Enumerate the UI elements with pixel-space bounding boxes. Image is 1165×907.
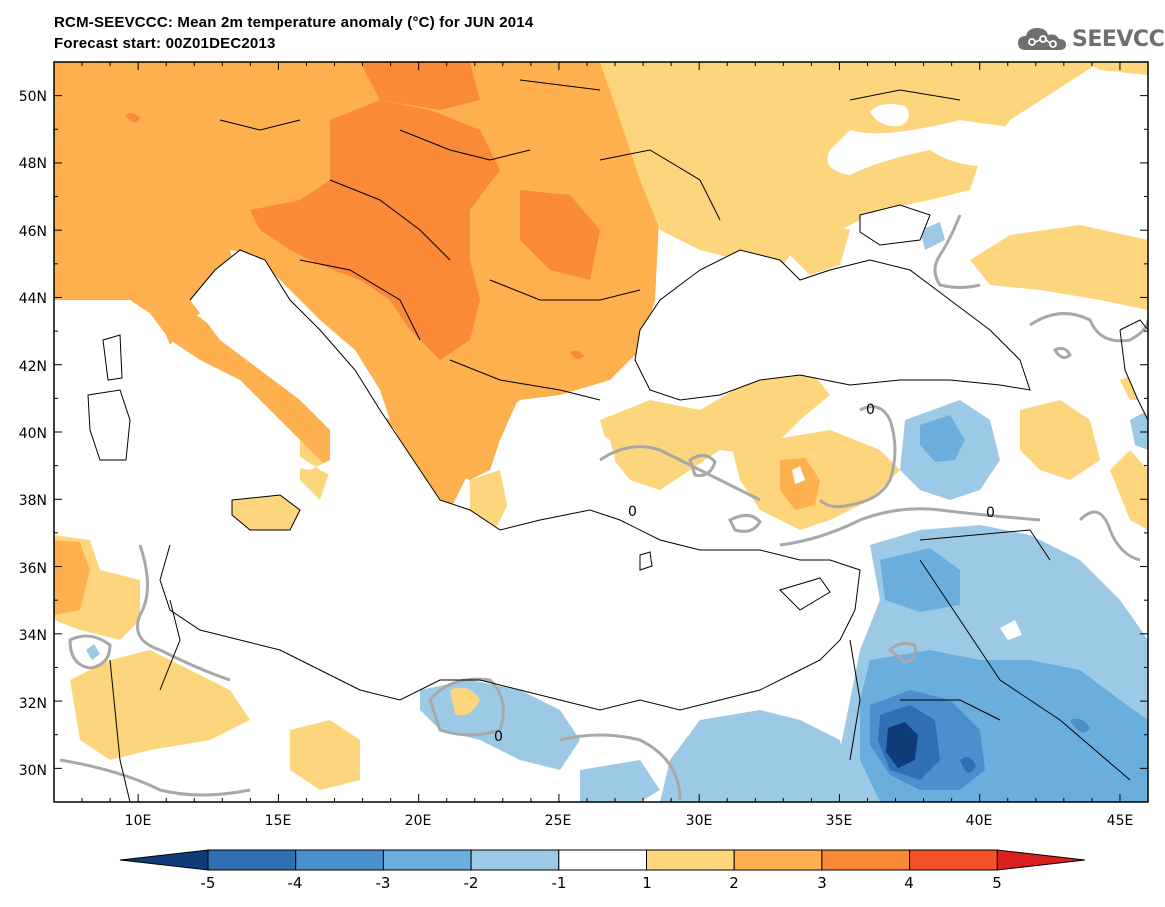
caspian-sea-mask (1120, 320, 1148, 420)
colorbar-segment (295, 849, 384, 871)
anomaly-field-1to2-crimea (770, 218, 850, 275)
anomaly-field-m2tom1-caucasus (1130, 410, 1148, 450)
longitude-axis: 10E 15E 20E 25E 30E 35E 40E 45E (125, 813, 1134, 829)
colorbar-segment (558, 849, 647, 871)
cloud-icon (1018, 28, 1066, 50)
anomaly-field-1to2-libya-w (290, 720, 360, 790)
lat-label: 38N (19, 493, 47, 509)
anomaly-field-1to2-libya (450, 687, 480, 716)
anomaly-field-2to3-turkey-c (780, 458, 820, 510)
anomaly-field-3to4-small1 (125, 113, 140, 123)
colorbar-tick-label: 2 (729, 874, 739, 892)
colorbar-segment (470, 849, 560, 871)
colorbar-tick-label: -2 (464, 874, 479, 892)
anomaly-hole-turkey (792, 466, 805, 484)
anomaly-field-1to2-ne (1085, 62, 1148, 75)
colorbar-tick-label: -5 (201, 874, 216, 892)
anomaly-hole-mideast (1000, 620, 1022, 640)
lat-label: 48N (19, 156, 47, 172)
colorbar-segment (207, 849, 297, 871)
anomaly-field-m3tom2-mideast (880, 548, 960, 612)
black-sea-mask (635, 250, 1030, 400)
contour-label-zero: 0 (494, 729, 503, 745)
colorbar-tick-label: 4 (904, 874, 914, 892)
anomaly-hole-ukraine-2 (827, 120, 1042, 175)
mediterranean-sea-mask (54, 250, 860, 710)
zero-contours (59, 214, 1148, 801)
anomaly-hole-ukraine (870, 104, 909, 127)
lon-label: 20E (405, 813, 432, 829)
anomaly-field-lt-m5-jordan (886, 722, 918, 768)
colorbar-tick-label: 1 (642, 874, 652, 892)
lat-label: 36N (19, 561, 47, 577)
anomaly-field-m2tom1-azov (920, 222, 945, 250)
coastlines-borders (87, 79, 1148, 802)
colorbar-tick-label: -1 (552, 874, 567, 892)
map-title: RCM-SEEVCCC: Mean 2m temperature anomaly… (54, 14, 534, 31)
anomaly-field-1to2-caucasus (970, 225, 1148, 310)
lat-label: 46N (19, 224, 47, 240)
lon-label: 15E (265, 813, 292, 829)
contour-label-zero: 0 (986, 505, 995, 521)
latitude-axis: 30N 32N 34N 36N 38N 40N 42N 44N 46N 48N … (19, 89, 47, 779)
colorbar-segment (646, 849, 735, 871)
anomaly-field-m2tom1-egypt (660, 710, 850, 802)
seevccc-logo: SEEVCCC (1016, 24, 1165, 54)
logo-text: SEEVCCC (1072, 26, 1165, 52)
anomaly-field-1to2-turkey-e (1020, 400, 1100, 480)
anomaly-field-m2tom1-libya-s (580, 760, 660, 802)
anomaly-field-1to2-italy-s (300, 440, 330, 500)
forecast-start-subtitle: Forecast start: 00Z01DEC2013 (54, 35, 276, 52)
lat-label: 32N (19, 696, 47, 712)
anomaly-field-3to4-north (360, 62, 480, 110)
colorbar-tick-label: -4 (288, 874, 303, 892)
anomaly-field-m3tom2-turkey-e (920, 415, 965, 462)
axis-ticks (54, 61, 1149, 803)
lon-label: 45E (1107, 813, 1134, 829)
lon-label: 25E (545, 813, 572, 829)
contour-label-zero: 0 (628, 504, 637, 520)
anomaly-field-3to4-balkans (250, 100, 500, 360)
colorbar-segment (382, 849, 472, 871)
lat-label: 30N (19, 763, 47, 779)
contour-label-zero: 0 (866, 402, 875, 418)
anomaly-field-m4tom3-small (1070, 718, 1090, 733)
sea-of-azov-mask (860, 205, 930, 245)
lat-label: 42N (19, 359, 47, 375)
colorbar-tick-label: -3 (376, 874, 391, 892)
colorbar-tick-label: 3 (817, 874, 827, 892)
colorbar-segment (996, 849, 1086, 871)
adriatic-sea-mask (230, 250, 390, 420)
anomaly-field-2to3-italy (140, 300, 345, 470)
anomaly-field-1to2-caspian (1110, 450, 1148, 530)
lon-label: 40E (966, 813, 993, 829)
colorbar-segment (733, 849, 823, 871)
anomaly-field-m2tom1-tunisia (86, 644, 100, 660)
lon-label: 35E (826, 813, 853, 829)
anomaly-field-1to2-sicily (232, 495, 300, 530)
anomaly-field-3to4-small2 (570, 350, 584, 360)
anomaly-field-1to2-turkey-w (600, 370, 830, 490)
colorbar-tick-label: 5 (992, 874, 1002, 892)
colorbar-segment (821, 849, 911, 871)
lat-label: 40N (19, 426, 47, 442)
lat-label: 34N (19, 628, 47, 644)
lon-label: 10E (125, 813, 152, 829)
lon-label: 30E (686, 813, 713, 829)
anomaly-field-2to3-algeria (54, 540, 90, 615)
lat-label: 44N (19, 291, 47, 307)
anomaly-field-3to4-romania (520, 190, 600, 280)
colorbar-segment (119, 849, 209, 871)
lat-label: 50N (19, 89, 47, 105)
anomaly-field-m5tom4-small (960, 757, 976, 773)
anomaly-field-1to2-algeria (70, 650, 250, 760)
anomaly-field-2to3-greece (400, 360, 520, 480)
colorbar-segment (909, 849, 998, 871)
colorbar: -5 -4 -3 -2 -1 1 2 3 4 5 (119, 849, 1086, 892)
